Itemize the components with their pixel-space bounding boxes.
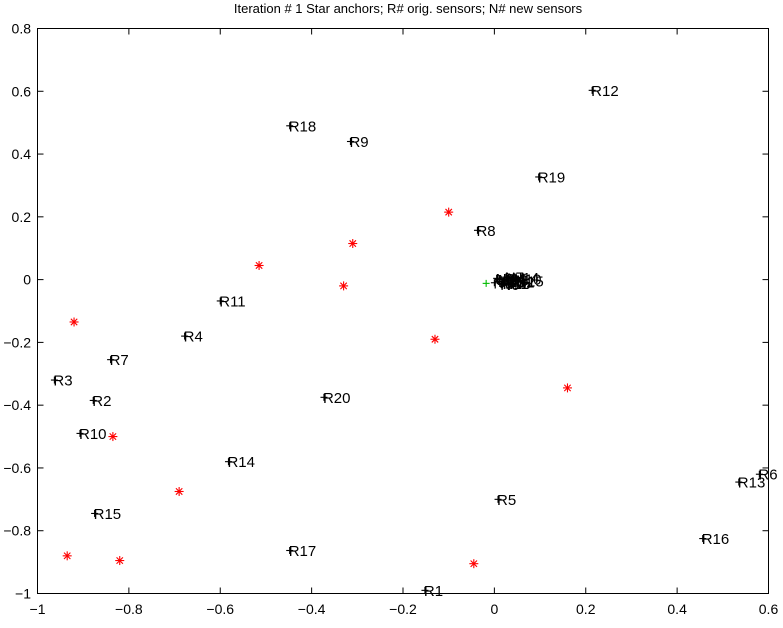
sensor-point [473, 226, 481, 234]
sensor-label: R13 [738, 475, 766, 492]
new-sensor-label: N15 [516, 273, 544, 290]
sensor-point [216, 297, 224, 305]
sensor-label: R8 [476, 223, 495, 240]
sensor-point [76, 429, 84, 437]
new-sensor-point [513, 277, 521, 285]
sensor-point [50, 376, 58, 384]
anchor-star [174, 486, 184, 496]
sensor-point [107, 356, 115, 364]
x-tick-label: 0 [490, 601, 498, 617]
sensor-point [735, 478, 743, 486]
new-sensor-label: N10 [514, 271, 542, 288]
new-sensor-label: N5 [512, 276, 531, 293]
anchor-star [469, 559, 479, 569]
sensor-label: R14 [227, 454, 255, 471]
sensor-point [286, 122, 294, 130]
anchor-star [115, 556, 125, 566]
anchor-star [62, 551, 72, 561]
sensor-point [346, 138, 354, 145]
anchor-star [444, 207, 454, 217]
anchor-markers [62, 207, 572, 569]
sensor-label: R19 [538, 169, 566, 186]
new-sensor-point [495, 277, 503, 285]
sensor-point [320, 393, 328, 401]
sensor-markers: R1 R2 R3 R4 R5 R6 R7 R8 R9 R10 R11 R12 R13 R14 R15 R16 R… [50, 83, 778, 600]
sensor-label: R4 [184, 329, 203, 346]
y-tick-label: −0.6 [3, 460, 31, 476]
x-tick-label: −0.8 [115, 601, 143, 617]
new-sensor-label: N14 [512, 270, 540, 287]
sensor-point [224, 458, 232, 466]
sensor-label: R2 [92, 393, 111, 410]
anchor-star [348, 239, 358, 249]
sensor-label: R1 [424, 583, 443, 600]
sensor-label: R15 [94, 506, 122, 523]
sensor-point [588, 86, 596, 94]
anchor-star [562, 383, 572, 393]
x-tick-label: −0.4 [298, 601, 326, 617]
sensor-point [286, 546, 294, 554]
new-sensor-label: N11 [503, 276, 529, 293]
anchor-star [339, 281, 349, 291]
new-sensor-point [509, 274, 517, 282]
sensor-point [699, 535, 707, 543]
sensor-label: R6 [758, 467, 777, 484]
new-sensor-label: N13 [498, 274, 526, 291]
y-tick-label: 0 [23, 272, 31, 288]
sensor-label: R3 [53, 373, 72, 390]
sensor-point [535, 173, 543, 181]
sensor-point [421, 586, 429, 594]
sensor-point [755, 470, 763, 478]
sensor-label: R10 [79, 426, 107, 443]
sensor-label: R5 [497, 492, 516, 509]
sensor-point [91, 509, 99, 517]
sensor-label: R16 [702, 531, 730, 548]
sensor-point [181, 332, 189, 340]
x-tick-label: −1 [30, 601, 46, 617]
new-sensor-point [490, 279, 498, 287]
x-tick-label: 0.2 [576, 601, 596, 617]
sensor-label: R20 [323, 390, 351, 407]
sensor-label: R12 [591, 83, 619, 100]
y-tick-label: −0.2 [3, 334, 31, 350]
x-tick-label: −0.2 [389, 601, 417, 617]
x-tick-label: −0.6 [206, 601, 234, 617]
sensor-label: R18 [289, 118, 317, 135]
x-tick-label: 0.6 [759, 601, 779, 617]
new-sensor-point [504, 278, 512, 286]
sensor-label: R17 [289, 543, 317, 560]
y-tick-label: 0.2 [12, 209, 32, 225]
chart-title: Iteration # 1 Star anchors; R# orig. sen… [234, 1, 583, 16]
plot-area [37, 28, 769, 594]
anchor-star [254, 260, 264, 270]
axis-ticks: −1 −0.8 −0.6 −0.4 −0.2 0 0.2 0.4 0.6 −1 −0.8 −0.6 −0… [3, 21, 778, 618]
x-tick-label: 0.4 [667, 601, 687, 617]
new-sensor-point [502, 273, 510, 281]
anchor-star [108, 432, 118, 442]
green-point [482, 279, 490, 287]
new-sensor-cluster: N1N2N3N4N5N6N7N8N9N10N11N12N13N14N15 [482, 270, 544, 294]
y-tick-label: −0.4 [3, 397, 31, 413]
sensor-label: R11 [219, 293, 245, 310]
sensor-label: R9 [349, 134, 368, 151]
y-tick-label: −0.8 [3, 523, 31, 539]
y-tick-label: 0.6 [12, 83, 32, 99]
sensor-label: R7 [110, 352, 129, 369]
anchor-star [69, 317, 79, 327]
sensor-point [89, 396, 97, 404]
anchor-star [430, 334, 440, 344]
new-sensor-label: N12 [507, 275, 535, 292]
sensor-point [494, 495, 502, 503]
y-tick-label: 0.8 [12, 21, 32, 37]
new-sensor-point [500, 279, 508, 287]
y-tick-label: −1 [15, 586, 31, 602]
y-tick-label: 0.4 [12, 146, 32, 162]
